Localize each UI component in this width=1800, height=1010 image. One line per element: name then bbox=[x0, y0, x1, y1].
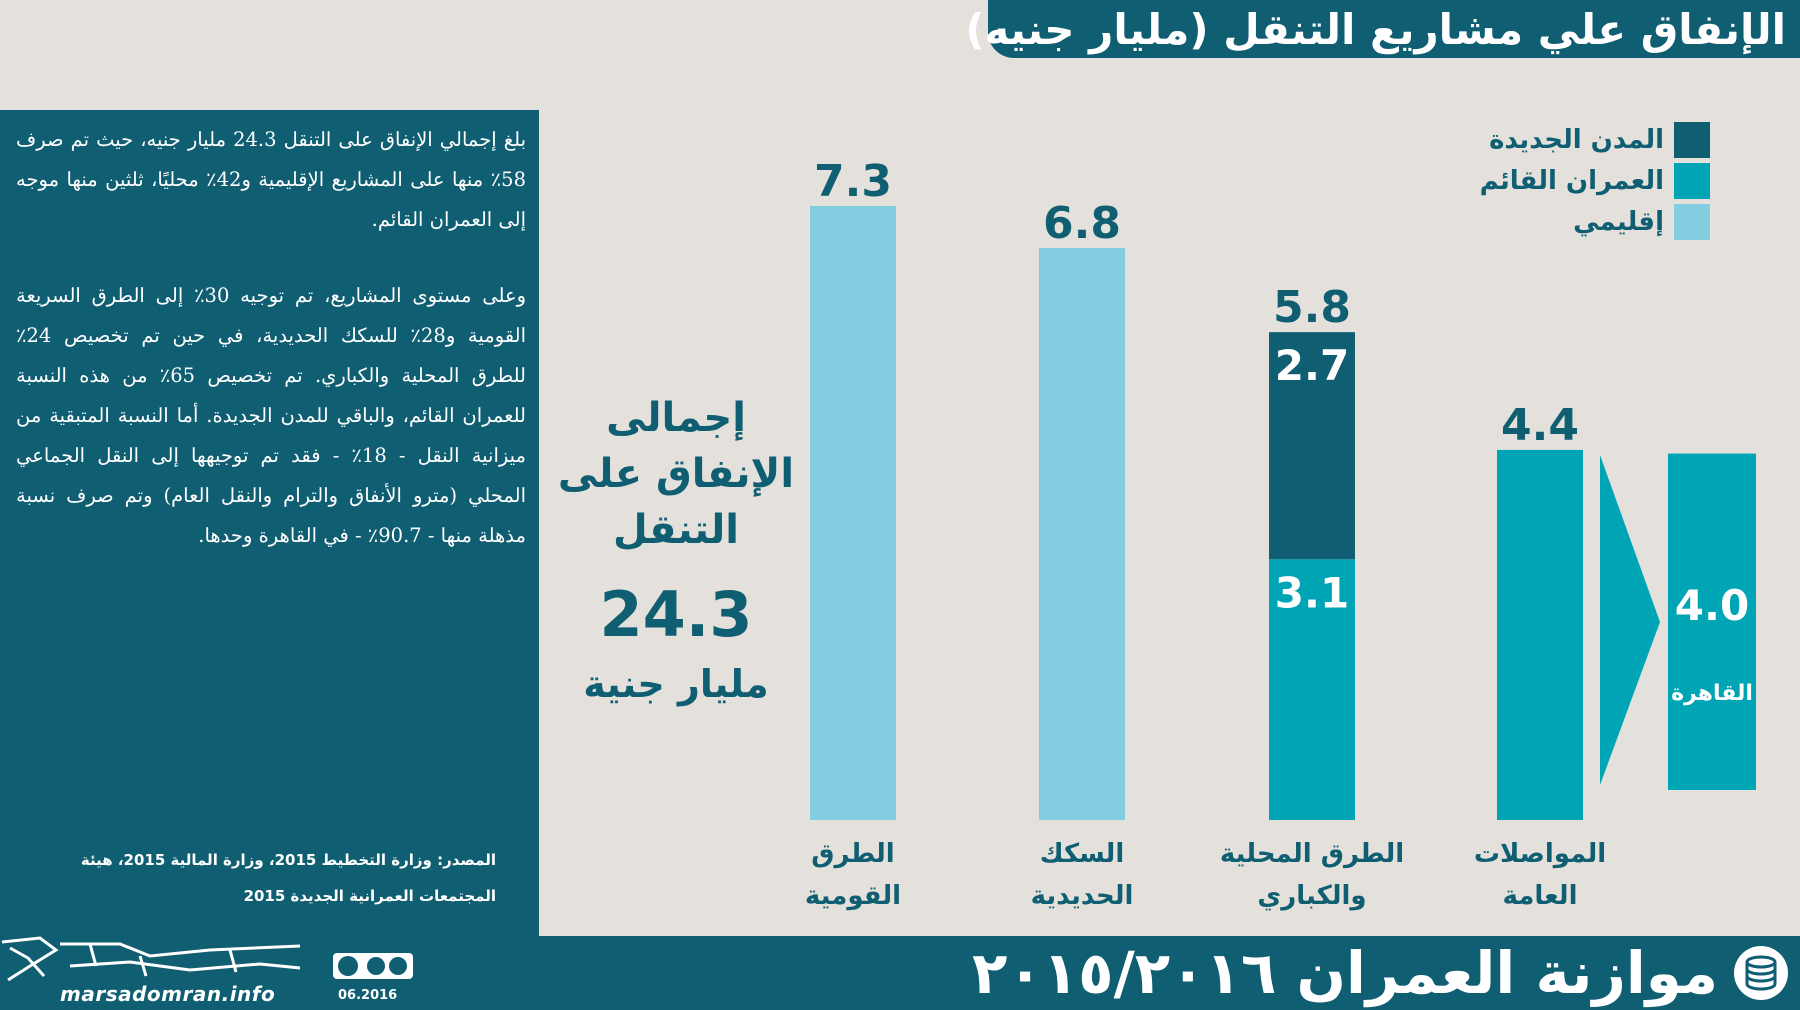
marsad-omran-logo-icon bbox=[1, 936, 301, 982]
category-label-4-line-1: المواصلات bbox=[1474, 839, 1606, 869]
callout-bar bbox=[1668, 453, 1756, 790]
site-url[interactable]: marsadomran.info bbox=[60, 982, 276, 1006]
category-label-1-line-1: الطرق bbox=[811, 839, 894, 869]
title-banner: الإنفاق علي مشاريع التنقل (مليار جنيه) bbox=[965, 0, 1800, 58]
segment-label-3-2: 3.1 bbox=[1275, 568, 1349, 617]
footer-banner: marsadomran.info 06.2016 موازنة العمران … bbox=[0, 936, 1800, 1010]
bar-total-label-3: 5.8 bbox=[1273, 282, 1351, 333]
bar-3-series-1 bbox=[1269, 332, 1355, 560]
legend-swatch-regional bbox=[1674, 204, 1710, 240]
category-label-2-line-1: السكك bbox=[1040, 839, 1124, 869]
legend-swatch-new-cities bbox=[1674, 122, 1710, 158]
coin-stack-icon bbox=[1734, 946, 1788, 1000]
bar-total-label-1: 7.3 bbox=[814, 156, 892, 207]
legend-item-regional: إقليمي bbox=[1440, 202, 1710, 242]
source-note: المصدر: وزارة التخطيط 2015، وزارة المالي… bbox=[80, 851, 496, 905]
description-paragraph-1: بلغ إجمالي الإنفاق على التنقل 24.3 مليار… bbox=[16, 128, 527, 231]
bar-3-series-2 bbox=[1269, 559, 1355, 820]
bar-1-series-3 bbox=[810, 206, 896, 820]
description-paragraph-2: وعلى مستوى المشاريع، تم توجيه 30٪ إلى ال… bbox=[16, 284, 527, 547]
legend-swatch-existing-urban bbox=[1674, 163, 1710, 199]
bar-total-label-4: 4.4 bbox=[1501, 400, 1579, 451]
category-label-4-line-2: العامة bbox=[1503, 881, 1578, 911]
footer-title: موازنة العمران ٢٠١٥/٢٠١٦ bbox=[971, 939, 1718, 1007]
legend-label-existing-urban: العمران القائم bbox=[1479, 166, 1664, 196]
total-spending-box: إجمالى الإنفاق على التنقل 24.3 مليار جني… bbox=[548, 390, 804, 708]
callout-value-label: 4.0 bbox=[1675, 581, 1749, 630]
legend-item-existing-urban: العمران القائم bbox=[1440, 161, 1710, 201]
legend-label-new-cities: المدن الجديدة bbox=[1489, 125, 1664, 155]
category-label-1-line-2: القومية bbox=[805, 881, 901, 911]
total-label: إجمالى الإنفاق على التنقل bbox=[557, 395, 795, 553]
callout-category-label: القاهرة bbox=[1671, 681, 1753, 706]
bar-2-series-3 bbox=[1039, 248, 1125, 820]
bar-total-label-2: 6.8 bbox=[1043, 198, 1121, 249]
category-label-2-line-2: الحديدية bbox=[1031, 881, 1134, 911]
segment-label-3-1: 2.7 bbox=[1275, 341, 1349, 390]
description-text: بلغ إجمالي الإنفاق على التنقل 24.3 مليار… bbox=[16, 120, 526, 556]
bar-4-series-2 bbox=[1497, 449, 1583, 820]
category-label-3-line-1: الطرق المحلية bbox=[1220, 839, 1404, 869]
legend-label-regional: إقليمي bbox=[1573, 207, 1664, 237]
page-title: الإنفاق علي مشاريع التنقل (مليار جنيه) bbox=[965, 4, 1786, 54]
side-panel: بلغ إجمالي الإنفاق على التنقل 24.3 مليار… bbox=[0, 110, 539, 936]
marsad-omran-logo: marsadomran.info bbox=[0, 936, 320, 1010]
callout-arrow bbox=[1600, 455, 1660, 785]
category-label-3-line-2: والكباري bbox=[1257, 881, 1366, 911]
chart-legend: المدن الجديدة العمران القائم إقليمي bbox=[1440, 120, 1710, 243]
total-unit: مليار جنية bbox=[583, 662, 769, 706]
publish-date: 06.2016 bbox=[338, 988, 398, 1003]
cc-license-icon bbox=[333, 953, 413, 979]
total-value: 24.3 bbox=[599, 578, 753, 651]
legend-item-new-cities: المدن الجديدة bbox=[1440, 120, 1710, 160]
